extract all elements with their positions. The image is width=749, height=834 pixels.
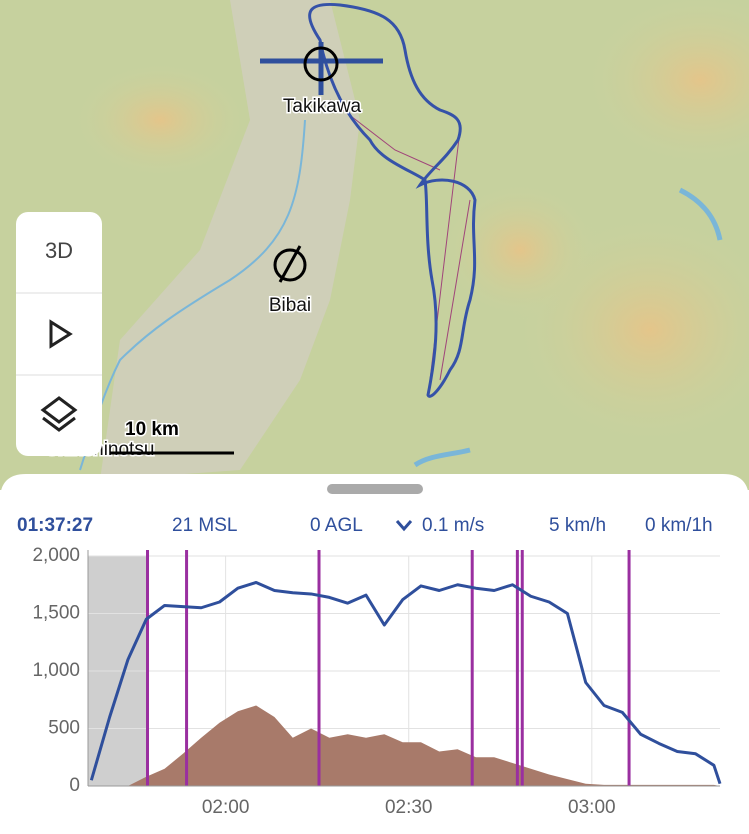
- scale-label: 10 km: [125, 419, 179, 440]
- x-tick-label: 02:00: [202, 797, 250, 818]
- chart: 0 500 1,000 1,500 2,000 02:00 02:30 03:00: [32, 545, 722, 818]
- y-tick-label: 0: [69, 775, 80, 796]
- stat-speed: 5 km/h: [549, 515, 606, 536]
- stat-agl: 0 AGL: [310, 515, 363, 536]
- 3d-button[interactable]: 3D: [45, 238, 73, 263]
- plot-area: [89, 550, 722, 786]
- stat-msl: 21 MSL: [172, 515, 237, 536]
- place-label: Takikawa: [283, 96, 362, 117]
- stat-time: 01:37:27: [17, 515, 93, 536]
- y-tick-label: 1,500: [32, 603, 80, 624]
- area: [91, 705, 721, 786]
- play-button[interactable]: [49, 319, 73, 349]
- line: [89, 580, 722, 785]
- map[interactable]: Takikawa Bibai Shinshinotsu 10 km: [0, 0, 749, 490]
- airplane-icon: [260, 42, 383, 95]
- stat-distance: 0 km/1h: [645, 515, 713, 536]
- stat-vario: 0.1 m/s: [422, 515, 484, 536]
- place-marker: [273, 248, 307, 282]
- x-tick-label: 02:30: [385, 797, 433, 818]
- place-label: Bibai: [269, 295, 311, 316]
- stats-row: 01:37:27 21 MSL 0 AGL 0.1 m/s 5 km/h 0 k…: [17, 515, 713, 536]
- y-tick-label: 1,000: [32, 660, 80, 681]
- y-tick-label: 500: [48, 718, 80, 739]
- drag-handle[interactable]: [327, 484, 423, 494]
- y-tick-label: 2,000: [32, 545, 80, 566]
- x-tick-label: 03:00: [568, 797, 616, 818]
- map-controls: 3D: [16, 212, 102, 456]
- layers-button[interactable]: [40, 396, 78, 432]
